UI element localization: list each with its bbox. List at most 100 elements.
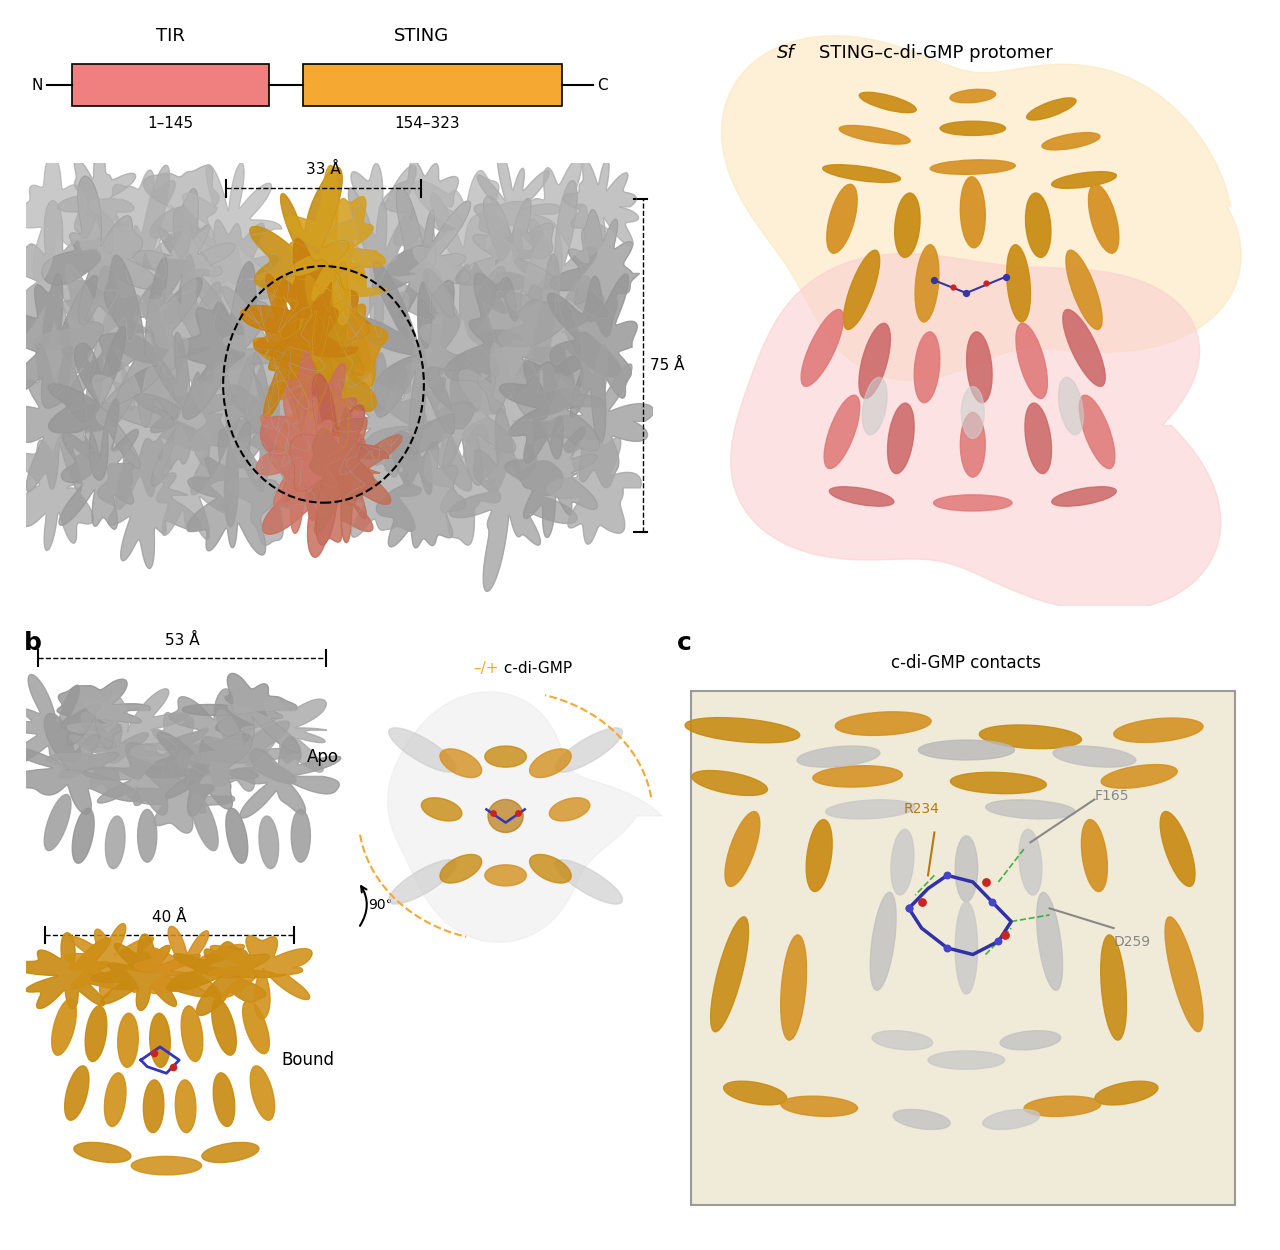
Ellipse shape	[485, 865, 526, 886]
Polygon shape	[142, 255, 242, 424]
Ellipse shape	[251, 1066, 274, 1120]
Point	[988, 931, 1009, 951]
Polygon shape	[219, 349, 310, 484]
Ellipse shape	[723, 1081, 787, 1105]
Polygon shape	[9, 274, 104, 421]
Ellipse shape	[983, 1110, 1039, 1130]
Ellipse shape	[895, 192, 920, 258]
Ellipse shape	[710, 916, 749, 1031]
Ellipse shape	[182, 1006, 202, 1061]
Ellipse shape	[131, 1156, 202, 1175]
Point	[508, 802, 529, 822]
Ellipse shape	[105, 816, 125, 869]
Polygon shape	[413, 170, 517, 284]
Polygon shape	[449, 409, 577, 591]
FancyBboxPatch shape	[72, 64, 269, 106]
Ellipse shape	[961, 386, 984, 439]
Ellipse shape	[1088, 184, 1119, 254]
Polygon shape	[178, 261, 287, 435]
Ellipse shape	[836, 711, 931, 735]
Ellipse shape	[887, 402, 914, 474]
Polygon shape	[152, 428, 230, 540]
Ellipse shape	[1006, 245, 1030, 322]
Polygon shape	[10, 932, 132, 1009]
Ellipse shape	[1082, 820, 1107, 891]
Point	[975, 872, 996, 892]
Point	[937, 938, 957, 958]
Polygon shape	[33, 264, 159, 421]
Text: c-di-GMP contacts: c-di-GMP contacts	[891, 654, 1042, 672]
Polygon shape	[366, 342, 474, 495]
Polygon shape	[20, 434, 104, 550]
Polygon shape	[182, 674, 301, 752]
Text: Sf: Sf	[777, 44, 795, 63]
Polygon shape	[337, 188, 435, 341]
Ellipse shape	[150, 1014, 170, 1068]
Ellipse shape	[966, 332, 992, 402]
Ellipse shape	[824, 395, 860, 469]
FancyBboxPatch shape	[303, 64, 562, 106]
Polygon shape	[388, 691, 662, 942]
Ellipse shape	[1101, 935, 1126, 1040]
Polygon shape	[497, 159, 613, 292]
Point	[995, 925, 1015, 945]
Polygon shape	[58, 679, 151, 749]
Polygon shape	[253, 306, 376, 452]
Ellipse shape	[51, 999, 77, 1055]
Ellipse shape	[781, 935, 806, 1040]
Polygon shape	[268, 165, 387, 372]
Ellipse shape	[389, 860, 456, 904]
Polygon shape	[12, 155, 100, 281]
Polygon shape	[506, 416, 598, 538]
Ellipse shape	[214, 1072, 234, 1126]
Polygon shape	[83, 742, 206, 815]
Polygon shape	[133, 189, 236, 339]
Text: c: c	[677, 631, 692, 655]
Polygon shape	[6, 342, 115, 491]
Polygon shape	[372, 188, 471, 349]
Text: STING: STING	[394, 26, 449, 45]
Polygon shape	[134, 926, 244, 999]
Ellipse shape	[118, 1014, 138, 1068]
Polygon shape	[209, 935, 312, 1019]
Text: 1–145: 1–145	[147, 116, 193, 131]
Polygon shape	[731, 254, 1221, 611]
Ellipse shape	[105, 1072, 125, 1126]
Polygon shape	[84, 255, 210, 428]
Polygon shape	[278, 262, 388, 448]
Polygon shape	[241, 239, 371, 410]
Ellipse shape	[931, 160, 1015, 174]
Ellipse shape	[143, 1080, 164, 1132]
Ellipse shape	[65, 1066, 88, 1120]
Polygon shape	[59, 399, 138, 529]
Ellipse shape	[915, 245, 940, 322]
Ellipse shape	[1027, 98, 1076, 120]
Ellipse shape	[870, 892, 896, 990]
Ellipse shape	[1052, 171, 1116, 189]
Polygon shape	[256, 391, 346, 534]
Ellipse shape	[806, 820, 832, 891]
Polygon shape	[460, 344, 584, 492]
Ellipse shape	[685, 718, 800, 742]
Polygon shape	[343, 290, 424, 414]
Ellipse shape	[891, 829, 914, 895]
Polygon shape	[352, 261, 472, 454]
Ellipse shape	[1025, 402, 1051, 474]
Text: TIR: TIR	[156, 26, 186, 45]
Polygon shape	[58, 145, 136, 254]
Ellipse shape	[801, 310, 844, 386]
Ellipse shape	[1114, 718, 1203, 742]
Ellipse shape	[797, 746, 879, 768]
Polygon shape	[46, 712, 173, 795]
Polygon shape	[97, 425, 201, 569]
Text: 53 Å: 53 Å	[165, 632, 200, 648]
Polygon shape	[88, 165, 197, 378]
Text: c-di-GMP: c-di-GMP	[499, 661, 572, 676]
Ellipse shape	[914, 332, 940, 402]
Ellipse shape	[202, 1142, 259, 1162]
Polygon shape	[0, 675, 116, 766]
Polygon shape	[445, 272, 572, 420]
Polygon shape	[308, 408, 402, 542]
Ellipse shape	[813, 766, 902, 788]
Polygon shape	[456, 196, 557, 321]
